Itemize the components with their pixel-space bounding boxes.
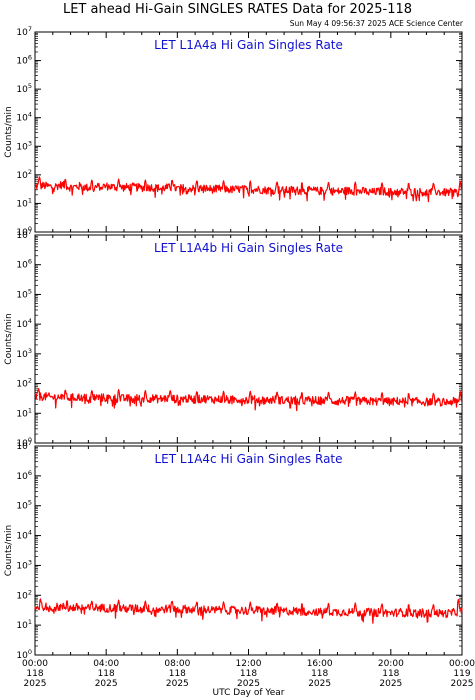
y-axis-label: Counts/min xyxy=(4,525,14,576)
y-tick-label: 107 xyxy=(16,439,32,452)
generation-timestamp: Sun May 4 09:56:37 2025 ACE Science Cent… xyxy=(289,19,463,28)
x-tick-time-label: 04:00 xyxy=(93,659,119,669)
x-tick-time-label: 00:00 xyxy=(449,659,475,669)
x-tick-doy-label: 119 xyxy=(453,669,470,679)
y-tick-label: 104 xyxy=(16,111,32,124)
x-tick-doy-label: 118 xyxy=(26,669,43,679)
y-tick-label: 105 xyxy=(16,499,32,512)
x-tick-time-label: 00:00 xyxy=(22,659,48,669)
plot-frame xyxy=(34,234,463,444)
y-tick-label: 101 xyxy=(16,196,32,209)
data-series-line xyxy=(34,388,463,412)
x-axis-label: UTC Day of Year xyxy=(213,688,285,698)
x-tick-year-label: 2025 xyxy=(24,679,47,689)
y-tick-label: 104 xyxy=(16,317,32,330)
x-tick-time-label: 16:00 xyxy=(307,659,333,669)
panel-title: LET L1A4a Hi Gain Singles Rate xyxy=(154,38,343,52)
y-tick-label: 101 xyxy=(16,618,32,631)
y-tick-label: 106 xyxy=(16,54,32,67)
x-tick-doy-label: 118 xyxy=(382,669,399,679)
y-tick-label: 100 xyxy=(16,436,32,449)
x-tick-time-label: 12:00 xyxy=(236,659,262,669)
y-tick-label: 104 xyxy=(16,529,32,542)
x-tick-doy-label: 118 xyxy=(240,669,257,679)
y-tick-label: 105 xyxy=(16,82,32,95)
y-axis-label: Counts/min xyxy=(4,106,14,157)
chart-title: LET ahead Hi-Gain SINGLES RATES Data for… xyxy=(62,2,413,17)
y-tick-label: 106 xyxy=(16,469,32,482)
y-tick-label: 103 xyxy=(16,347,32,360)
y-tick-label: 100 xyxy=(16,225,32,238)
x-tick-time-label: 08:00 xyxy=(164,659,190,669)
y-tick-label: 106 xyxy=(16,258,32,271)
x-tick-time-label: 20:00 xyxy=(378,659,404,669)
y-tick-label: 102 xyxy=(16,377,32,390)
y-tick-label: 107 xyxy=(16,25,32,38)
panel-title: LET L1A4c Hi Gain Singles Rate xyxy=(154,452,342,466)
y-tick-label: 100 xyxy=(16,648,32,661)
y-tick-label: 103 xyxy=(16,558,32,571)
plot-frame xyxy=(34,445,463,656)
x-tick-year-label: 2025 xyxy=(451,679,474,689)
y-tick-label: 101 xyxy=(16,406,32,419)
y-tick-label: 102 xyxy=(16,168,32,181)
plot-frame xyxy=(34,31,463,233)
data-series-line xyxy=(34,176,462,203)
data-series-line xyxy=(34,598,463,624)
x-tick-doy-label: 118 xyxy=(169,669,186,679)
x-tick-doy-label: 118 xyxy=(311,669,328,679)
x-tick-year-label: 2025 xyxy=(237,679,260,689)
x-tick-year-label: 2025 xyxy=(308,679,331,689)
x-tick-year-label: 2025 xyxy=(95,679,118,689)
x-tick-year-label: 2025 xyxy=(379,679,402,689)
x-tick-year-label: 2025 xyxy=(166,679,189,689)
y-axis-label: Counts/min xyxy=(4,313,14,364)
y-tick-label: 102 xyxy=(16,588,32,601)
y-tick-label: 103 xyxy=(16,139,32,152)
y-tick-label: 105 xyxy=(16,287,32,300)
x-tick-doy-label: 118 xyxy=(98,669,115,679)
y-tick-label: 107 xyxy=(16,228,32,241)
panel-title: LET L1A4b Hi Gain Singles Rate xyxy=(154,241,343,255)
